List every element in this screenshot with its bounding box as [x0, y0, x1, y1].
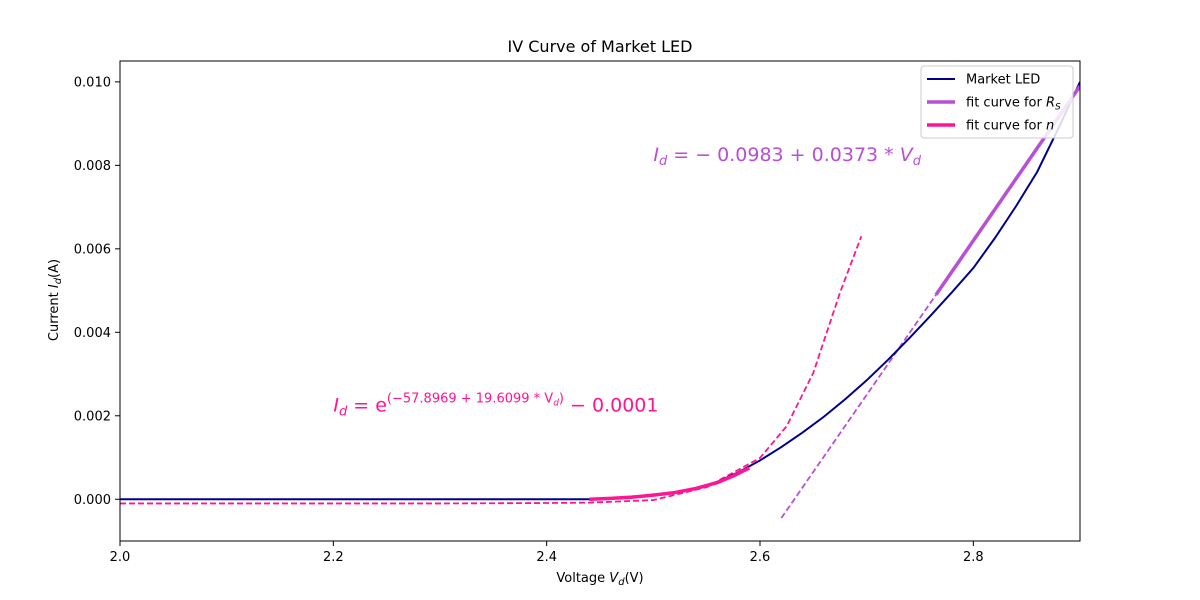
rs-equation-body: = − 0.0983 + 0.0373 * — [667, 144, 900, 166]
y-tick-label: 0.000 — [74, 493, 111, 508]
y-tick-label: 0.004 — [74, 326, 111, 341]
legend-label: fit curve for RS — [966, 96, 1061, 113]
n-equation-base: = e — [347, 395, 387, 417]
y-axis: 0.000 0.002 0.004 0.006 0.008 0.010 — [74, 75, 120, 508]
x-tick-label: 2.6 — [750, 550, 771, 565]
legend-label: fit curve for n — [966, 119, 1054, 134]
legend-label-math: R — [1046, 96, 1055, 111]
x-axis-title: Voltage Vd(V) — [556, 571, 643, 588]
x-tick-label: 2.4 — [536, 550, 557, 565]
plot-frame — [119, 60, 1081, 542]
legend-label: Market LED — [966, 73, 1040, 88]
rs-equation-var: I — [653, 144, 659, 166]
rs-fit-extension-line — [780, 294, 937, 519]
y-axis-title-suffix: (A) — [47, 259, 62, 278]
x-axis-title-var: V — [609, 571, 619, 586]
n-fit-extension-line — [120, 235, 863, 505]
n-equation-exponent-end: ) — [559, 392, 564, 407]
rs-equation-sub: d — [659, 154, 668, 169]
chart-title: IV Curve of Market LED — [508, 37, 693, 56]
y-axis-title: Current Id(A) — [47, 259, 64, 341]
legend-label-math: n — [1046, 119, 1054, 134]
y-axis-title-prefix: Current — [47, 288, 62, 341]
y-tick-label: 0.002 — [74, 409, 111, 424]
n-equation-tail: − 0.0001 — [564, 395, 658, 417]
n-equation-exponent: (−57.8969 + 19.6099 * V — [387, 392, 553, 407]
n-equation-sub: d — [339, 405, 348, 420]
market-led-series-line — [120, 81, 1080, 501]
y-axis-title-var: I — [47, 284, 62, 288]
x-tick-label: 2.0 — [110, 550, 131, 565]
y-tick-label: 0.010 — [74, 75, 111, 90]
legend-box — [920, 65, 1074, 139]
rs-equation-var2: V — [900, 144, 915, 166]
legend-label-text: fit curve for — [966, 119, 1046, 134]
x-axis-title-sub: d — [618, 577, 625, 588]
n-equation-var: I — [333, 395, 339, 417]
rs-fit-equation: Id = − 0.0983 + 0.0373 * Vd — [653, 144, 921, 169]
legend-label-text: Market LED — [966, 73, 1040, 88]
y-tick-label: 0.008 — [74, 159, 111, 174]
y-tick-label: 0.006 — [74, 242, 111, 257]
n-fit-equation: Id = e(−57.8969 + 19.6099 * Vd) − 0.0001 — [333, 392, 658, 420]
legend-label-math-sub: S — [1055, 103, 1061, 113]
n-fit-series-line — [589, 466, 751, 502]
x-axis: 2.0 2.2 2.4 2.6 2.8 — [110, 541, 984, 565]
x-axis-title-suffix: (V) — [625, 571, 644, 586]
n-equation-exponent-sub: d — [553, 399, 559, 409]
x-axis-title-prefix: Voltage — [556, 571, 609, 586]
legend-label-text: fit curve for — [966, 96, 1046, 111]
y-axis-title-sub: d — [53, 277, 64, 284]
x-tick-label: 2.8 — [963, 550, 984, 565]
rs-equation-sub2: d — [913, 154, 922, 169]
x-tick-label: 2.2 — [323, 550, 344, 565]
